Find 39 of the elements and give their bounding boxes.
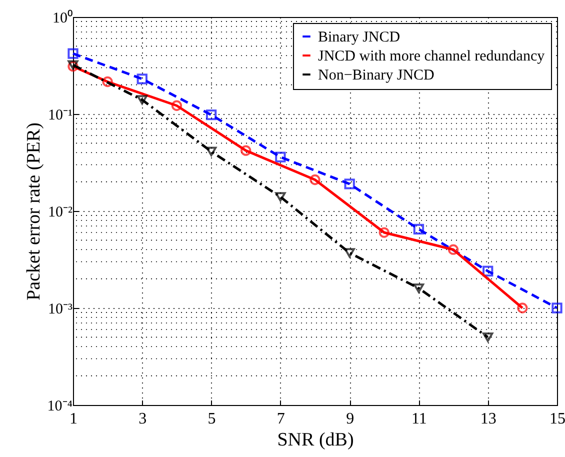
point bbox=[517, 302, 528, 314]
x-axis-title: SNR (dB) bbox=[277, 430, 354, 450]
x-tick-label: 11 bbox=[412, 410, 427, 428]
y-tick-label: 10⁻⁴ bbox=[47, 398, 72, 414]
point bbox=[552, 302, 562, 314]
x-tick-label: 13 bbox=[480, 410, 496, 428]
point bbox=[275, 192, 286, 202]
point bbox=[136, 95, 148, 105]
legend-label: Binary JNCD bbox=[318, 30, 400, 46]
legend-label: JNCD with more channel redundancy bbox=[318, 48, 546, 64]
point bbox=[344, 178, 355, 190]
x-tick-label: 7 bbox=[276, 410, 285, 428]
point bbox=[240, 145, 252, 156]
point bbox=[310, 174, 320, 186]
point bbox=[482, 266, 494, 276]
point bbox=[206, 110, 217, 120]
y-tick-label: 10⁻² bbox=[48, 204, 73, 220]
legend-label: Non−Binary JNCD bbox=[318, 68, 435, 84]
point bbox=[136, 74, 148, 84]
x-tick-label: 1 bbox=[70, 410, 78, 428]
point bbox=[275, 152, 286, 162]
point bbox=[102, 76, 113, 88]
x-tick-label: 3 bbox=[138, 410, 147, 428]
point bbox=[344, 248, 355, 258]
y-axis-title: Packet error rate (PER) bbox=[23, 122, 44, 300]
point bbox=[448, 244, 459, 255]
x-tick-label: 5 bbox=[208, 410, 216, 428]
x-tick-label: 9 bbox=[346, 410, 354, 428]
x-tick-label: 15 bbox=[550, 410, 565, 428]
point bbox=[206, 146, 217, 156]
point bbox=[413, 283, 424, 293]
y-tick-label: 10⁰ bbox=[52, 10, 72, 26]
point bbox=[378, 227, 390, 238]
y-tick-label: 10⁻³ bbox=[48, 302, 73, 318]
point bbox=[171, 100, 182, 111]
point bbox=[68, 48, 78, 59]
point bbox=[482, 332, 494, 342]
y-tick-label: 10⁻¹ bbox=[48, 108, 72, 124]
point bbox=[413, 224, 424, 234]
